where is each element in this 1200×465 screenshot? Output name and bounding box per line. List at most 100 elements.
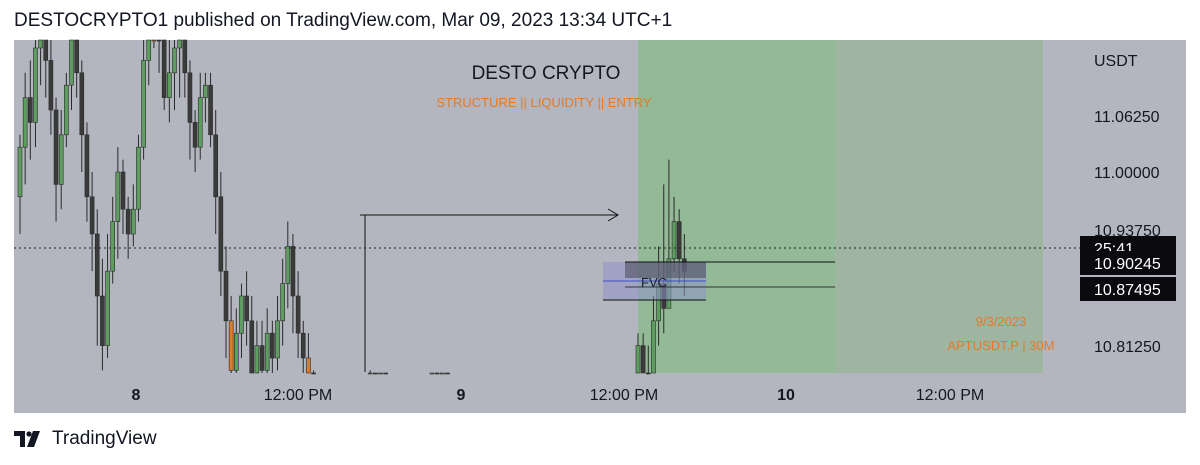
symbol-annotation: APTUSDT.P | 30M: [947, 338, 1054, 353]
candle-body: [367, 372, 373, 375]
candle-body: [38, 39, 43, 49]
candle-body: [33, 47, 38, 123]
candle-body: [254, 345, 260, 374]
x-tick-label: 10: [777, 387, 795, 404]
candle-body: [671, 221, 677, 260]
x-axis-ticks: 8 12:00 PM 9 12:00 PM 10 12:00 PM: [132, 387, 985, 404]
candle-body: [64, 84, 69, 136]
y-tick-label: 11.06250: [1094, 109, 1160, 126]
x-tick-label: 8: [132, 387, 141, 404]
candle-body: [136, 146, 141, 210]
y-tick-label: 10.81250: [1094, 339, 1161, 356]
candle-body: [48, 60, 54, 111]
candle-body: [259, 345, 265, 371]
arrow-head: [607, 208, 619, 222]
candle-body: [218, 196, 224, 272]
candle-body: [58, 134, 64, 185]
brand-footer: TradingView: [14, 428, 157, 450]
candle-body: [223, 270, 229, 322]
candle-body: [197, 97, 203, 148]
x-tick-label: 12:00 PM: [590, 387, 658, 404]
candle-body: [239, 295, 244, 334]
candle-body: [295, 295, 301, 334]
candle-body: [89, 196, 95, 235]
candle-body: [146, 39, 152, 61]
candle-body: [645, 372, 651, 375]
candle-body: [290, 246, 296, 297]
candle-body: [311, 372, 316, 375]
x-tick-label: 12:00 PM: [916, 387, 984, 404]
candle-body: [151, 39, 157, 42]
candle-body: [635, 345, 641, 374]
candle-body: [434, 372, 440, 375]
candle-body: [228, 320, 234, 371]
candle-body: [182, 39, 188, 74]
candle-body: [192, 122, 198, 148]
x-tick-label: 12:00 PM: [264, 387, 332, 404]
tradingview-logo-icon: [14, 431, 40, 447]
candle-body: [161, 39, 167, 98]
candle-body: [445, 372, 450, 375]
candle-body: [105, 270, 110, 346]
fvg-label: FVC: [641, 275, 667, 290]
candle-body: [280, 283, 285, 322]
candle-body: [43, 39, 49, 61]
candle-body: [22, 97, 28, 148]
candle-body: [234, 332, 239, 371]
candle-body: [306, 357, 311, 374]
candle-body: [110, 221, 115, 272]
fvg-dark-box: [625, 262, 706, 278]
y-axis-ticks: 11.06250 11.00000 10.93750 10.81250: [1094, 109, 1161, 356]
candle-body: [208, 84, 213, 136]
candle-body: [378, 372, 383, 375]
candle-body: [53, 109, 59, 185]
candle-body: [270, 332, 275, 359]
candle-body: [141, 60, 146, 148]
candle-body: [69, 39, 74, 86]
target-zone: [638, 40, 835, 373]
candles-group: [17, 39, 687, 375]
candle-body: [285, 246, 291, 284]
candle-body: [651, 320, 656, 374]
price-label-box: [1080, 277, 1176, 301]
candle-body: [213, 134, 218, 198]
candle-body: [156, 39, 162, 42]
candle-body: [120, 171, 126, 210]
candle-body: [115, 171, 121, 222]
candle-body: [79, 72, 85, 136]
candle-body: [249, 320, 255, 374]
date-annotation: 9/3/2023: [976, 314, 1027, 329]
candle-body: [100, 295, 105, 346]
target-zone-extended: [835, 40, 1043, 373]
candle-body: [383, 372, 388, 375]
candle-body: [264, 332, 270, 371]
candle-body: [187, 72, 193, 123]
currency-label: USDT: [1094, 53, 1138, 70]
candle-body: [17, 146, 23, 198]
candle-body: [131, 208, 136, 235]
y-tick-label: 11.00000: [1094, 165, 1160, 182]
candle-body: [300, 332, 306, 359]
candle-body: [27, 97, 33, 123]
publish-header: DESTOCRYPTO1 published on TradingView.co…: [14, 10, 673, 31]
candle-body: [203, 84, 208, 98]
candle-body: [125, 208, 131, 235]
candle-body: [84, 134, 90, 198]
candle-body: [177, 39, 182, 49]
brand-name: TradingView: [52, 428, 157, 449]
candle-body: [172, 47, 177, 74]
price-label-text: 10.87495: [1094, 282, 1161, 299]
y-tick-label: 10.93750: [1094, 223, 1161, 240]
candle-body: [244, 295, 249, 322]
candle-body: [167, 72, 172, 98]
candle-body: [373, 372, 378, 375]
candle-body: [439, 372, 445, 375]
candle-body: [74, 39, 79, 74]
chart-title: DESTO CRYPTO: [472, 63, 621, 84]
candle-body: [429, 372, 435, 375]
candle-body: [640, 345, 646, 374]
price-label-box: [1080, 251, 1176, 275]
price-label-text: 10.90245: [1094, 256, 1161, 273]
